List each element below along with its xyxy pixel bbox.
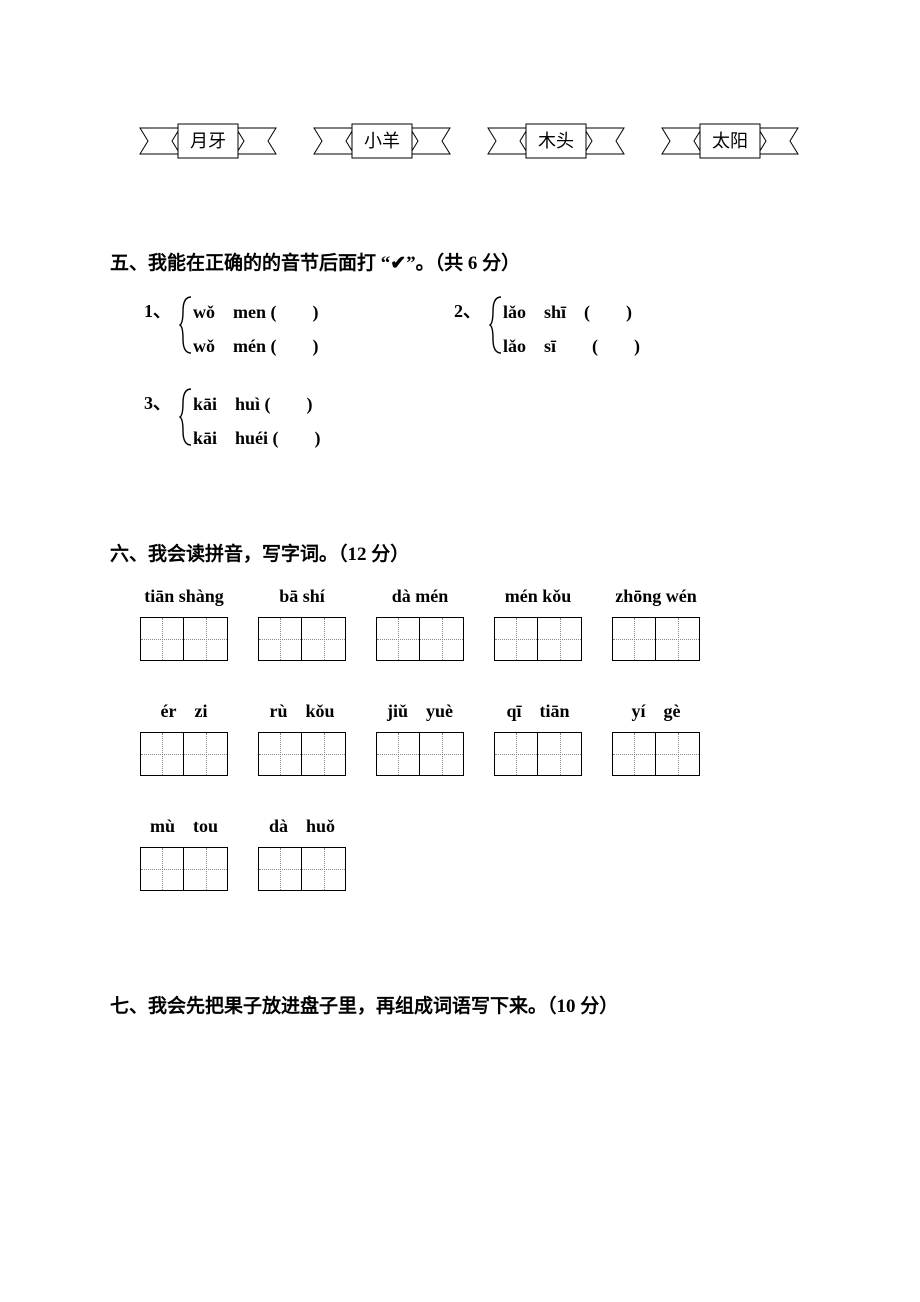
worksheet-page: 月牙 小羊 (0, 0, 920, 1302)
brace-icon (489, 295, 503, 355)
q5-option: lǎo sī ( ) (503, 329, 640, 363)
banner-ribbon-icon: 木头 (486, 120, 626, 168)
q5-option: wǒ men ( ) (193, 295, 318, 329)
char-cell[interactable] (420, 732, 464, 776)
char-boxes (612, 617, 700, 661)
pinyin-label: qī tiān (494, 701, 582, 722)
char-boxes (612, 732, 700, 776)
char-cell[interactable] (258, 847, 302, 891)
word-block: qī tiān (494, 701, 582, 776)
q5-num: 3、 (144, 387, 171, 415)
brace-icon (179, 295, 193, 355)
char-boxes (258, 847, 346, 891)
char-cell[interactable] (612, 617, 656, 661)
word-block: dà mén (376, 586, 464, 661)
banner-row: 月牙 小羊 (138, 120, 810, 168)
pinyin-label: dà huǒ (258, 816, 346, 837)
pinyin-label: tiān shàng (140, 586, 228, 607)
word-block: yí gè (612, 701, 700, 776)
pinyin-label: mén kǒu (494, 586, 582, 607)
char-cell[interactable] (140, 617, 184, 661)
char-cell[interactable] (140, 732, 184, 776)
char-boxes (258, 617, 346, 661)
banner-label: 太阳 (712, 131, 748, 151)
char-cell[interactable] (538, 617, 582, 661)
char-cell[interactable] (302, 617, 346, 661)
word-block: jiǔ yuè (376, 701, 464, 776)
char-cell[interactable] (656, 617, 700, 661)
banner-ribbon-icon: 月牙 (138, 120, 278, 168)
section5-body: 1、 wǒ men ( ) wǒ mén ( ) 2、 lǎo (144, 295, 810, 455)
char-boxes (494, 617, 582, 661)
pinyin-label: jiǔ yuè (376, 701, 464, 722)
char-cell[interactable] (302, 847, 346, 891)
word-block: bā shí (258, 586, 346, 661)
char-cell[interactable] (494, 732, 538, 776)
word-block: rù kǒu (258, 701, 346, 776)
char-boxes (140, 847, 228, 891)
brace-icon (179, 387, 193, 447)
pinyin-row: ér zi rù kǒu jiǔ yuè qī tiān yí gè (140, 701, 810, 776)
char-boxes (258, 732, 346, 776)
content-area: 月牙 小羊 (0, 0, 920, 1098)
q5-num: 2、 (454, 295, 481, 323)
char-cell[interactable] (140, 847, 184, 891)
char-cell[interactable] (656, 732, 700, 776)
word-block: dà huǒ (258, 816, 346, 891)
char-cell[interactable] (302, 732, 346, 776)
word-block: mén kǒu (494, 586, 582, 661)
banner-item: 月牙 (138, 120, 278, 168)
pinyin-label: mù tou (140, 816, 228, 837)
pinyin-label: zhōng wén (612, 586, 700, 607)
q5-item-2: 2、 lǎo shī ( ) lǎo sī ( ) (454, 295, 640, 363)
char-cell[interactable] (258, 617, 302, 661)
banner-ribbon-icon: 小羊 (312, 120, 452, 168)
pinyin-label: dà mén (376, 586, 464, 607)
section5-title: 五、我能在正确的的音节后面打 “✔”。（共 6 分） (110, 248, 810, 275)
char-boxes (376, 732, 464, 776)
char-boxes (140, 617, 228, 661)
char-boxes (376, 617, 464, 661)
banner-item: 木头 (486, 120, 626, 168)
pinyin-row: tiān shàng bā shí dà mén mén kǒu zhōng w… (140, 586, 810, 661)
char-cell[interactable] (538, 732, 582, 776)
banner-item: 太阳 (660, 120, 800, 168)
char-cell[interactable] (376, 732, 420, 776)
char-cell[interactable] (184, 617, 228, 661)
char-cell[interactable] (184, 847, 228, 891)
char-cell[interactable] (494, 617, 538, 661)
char-cell[interactable] (184, 732, 228, 776)
q5-item-1: 1、 wǒ men ( ) wǒ mén ( ) (144, 295, 454, 363)
q5-num: 1、 (144, 295, 171, 323)
char-cell[interactable] (258, 732, 302, 776)
char-cell[interactable] (612, 732, 656, 776)
section7-title: 七、我会先把果子放进盘子里，再组成词语写下来。（10 分） (110, 991, 810, 1018)
section6-body: tiān shàng bā shí dà mén mén kǒu zhōng w… (140, 586, 810, 891)
pinyin-label: ér zi (140, 701, 228, 722)
pinyin-row: mù tou dà huǒ (140, 816, 810, 891)
word-block: ér zi (140, 701, 228, 776)
char-cell[interactable] (376, 617, 420, 661)
char-cell[interactable] (420, 617, 464, 661)
banner-item: 小羊 (312, 120, 452, 168)
word-block: zhōng wén (612, 586, 700, 661)
char-boxes (140, 732, 228, 776)
char-boxes (494, 732, 582, 776)
pinyin-label: bā shí (258, 586, 346, 607)
q5-option: lǎo shī ( ) (503, 295, 640, 329)
q5-option: wǒ mén ( ) (193, 329, 318, 363)
q5-item-3: 3、 kāi huì ( ) kāi huéi ( ) (144, 387, 321, 455)
banner-label: 小羊 (364, 131, 400, 151)
banner-label: 木头 (538, 131, 574, 151)
banner-label: 月牙 (190, 131, 226, 151)
pinyin-label: yí gè (612, 701, 700, 722)
q5-option: kāi huì ( ) (193, 387, 321, 421)
banner-ribbon-icon: 太阳 (660, 120, 800, 168)
word-block: tiān shàng (140, 586, 228, 661)
q5-option: kāi huéi ( ) (193, 421, 321, 455)
pinyin-label: rù kǒu (258, 701, 346, 722)
section6-title: 六、我会读拼音，写字词。（12 分） (110, 539, 810, 566)
word-block: mù tou (140, 816, 228, 891)
